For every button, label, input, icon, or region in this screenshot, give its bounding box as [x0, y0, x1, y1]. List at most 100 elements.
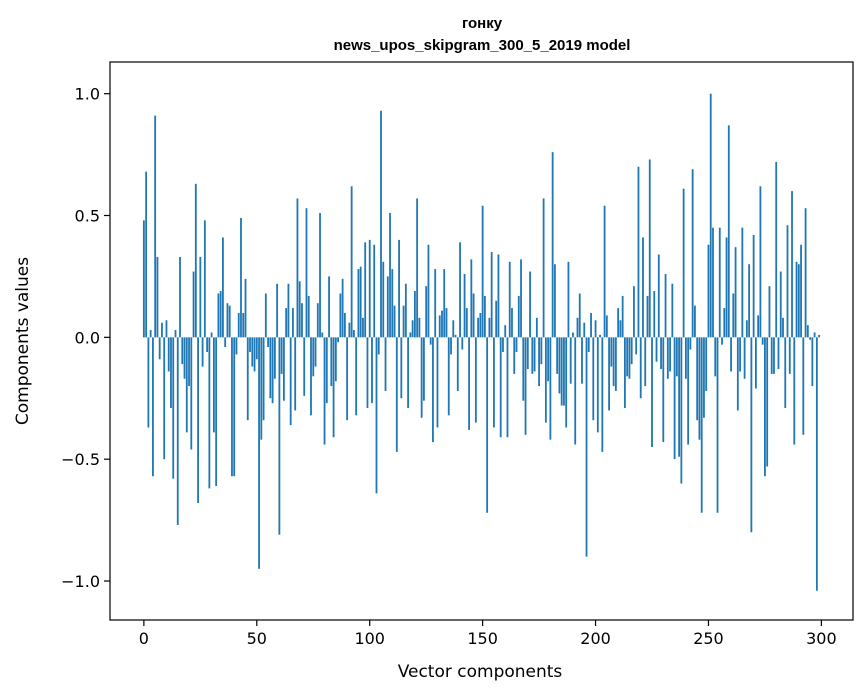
bar	[242, 312, 245, 338]
bar	[307, 295, 310, 338]
bar	[540, 337, 543, 365]
bar	[147, 337, 150, 428]
bar	[201, 337, 204, 367]
bar	[508, 261, 511, 338]
bar	[472, 293, 475, 338]
bar	[357, 269, 360, 338]
bar	[648, 159, 651, 338]
bar	[312, 337, 315, 377]
bar	[515, 337, 518, 352]
y-tick-label: 0.5	[75, 207, 100, 226]
bar	[215, 337, 218, 486]
bar	[793, 337, 796, 445]
bar	[718, 227, 721, 338]
bar	[267, 337, 269, 348]
bar	[197, 337, 199, 504]
bar	[818, 334, 821, 338]
x-axis: 0 50 100 150 200 250 300	[139, 620, 837, 648]
bar	[375, 337, 378, 494]
bar	[409, 332, 412, 338]
bar	[332, 337, 335, 438]
bar	[694, 305, 696, 338]
bar	[572, 332, 574, 338]
bar	[483, 295, 486, 338]
bar	[468, 337, 470, 430]
bar	[513, 337, 516, 374]
bar	[687, 337, 690, 445]
bar	[520, 259, 522, 338]
bar	[203, 220, 206, 338]
bar	[590, 312, 592, 338]
bar	[425, 286, 428, 338]
bar	[301, 303, 303, 338]
bar	[278, 337, 281, 535]
bar	[802, 337, 805, 435]
bar	[646, 295, 649, 338]
bar	[535, 317, 538, 338]
x-tick-label: 150	[467, 629, 498, 648]
bar	[734, 247, 737, 338]
bar	[660, 337, 662, 370]
bar	[490, 252, 493, 338]
bar	[183, 337, 186, 379]
bar	[407, 337, 410, 408]
bar	[574, 337, 577, 445]
bar	[418, 317, 421, 338]
bar	[206, 337, 209, 352]
bar	[567, 261, 570, 338]
bar	[251, 337, 254, 367]
bar	[666, 337, 669, 379]
bar	[185, 337, 188, 433]
bar	[628, 337, 631, 379]
bar	[222, 237, 224, 338]
bar	[244, 278, 247, 338]
bar	[154, 115, 157, 338]
chart-title-line-2: news_upos_skipgram_300_5_2019 model	[334, 37, 631, 54]
bar	[531, 337, 534, 374]
bar	[262, 337, 265, 421]
bar	[454, 334, 457, 338]
bar	[779, 271, 782, 338]
bar	[721, 337, 723, 345]
bar	[714, 337, 717, 377]
bar	[497, 254, 500, 338]
bar	[653, 291, 656, 338]
bar	[310, 337, 312, 416]
bar	[461, 337, 464, 350]
bar	[556, 337, 559, 374]
bar	[386, 276, 389, 338]
bar	[298, 281, 301, 338]
bar	[788, 337, 791, 374]
bar	[391, 269, 394, 338]
bar	[551, 152, 554, 338]
bar	[610, 337, 613, 367]
x-tick-label: 300	[806, 629, 837, 648]
bar	[149, 330, 152, 338]
bar	[145, 171, 148, 338]
bar	[743, 337, 746, 379]
bar	[303, 337, 306, 396]
bar	[696, 337, 699, 421]
bar	[212, 337, 215, 433]
bar	[662, 337, 665, 443]
bar	[240, 217, 242, 338]
bar	[596, 337, 599, 433]
bar	[199, 256, 202, 338]
bar	[671, 283, 674, 338]
bar	[429, 337, 432, 345]
bar	[208, 337, 211, 489]
bar	[235, 337, 238, 355]
bar	[334, 337, 337, 382]
bar	[705, 337, 708, 391]
bar	[804, 208, 807, 338]
bar	[633, 286, 635, 338]
bar	[167, 337, 170, 372]
bar	[373, 244, 376, 338]
bar	[569, 337, 572, 384]
bar	[630, 337, 633, 365]
bar	[585, 337, 588, 557]
bar	[339, 293, 342, 338]
bar	[764, 337, 766, 477]
bar	[795, 261, 798, 338]
bar	[402, 305, 405, 338]
